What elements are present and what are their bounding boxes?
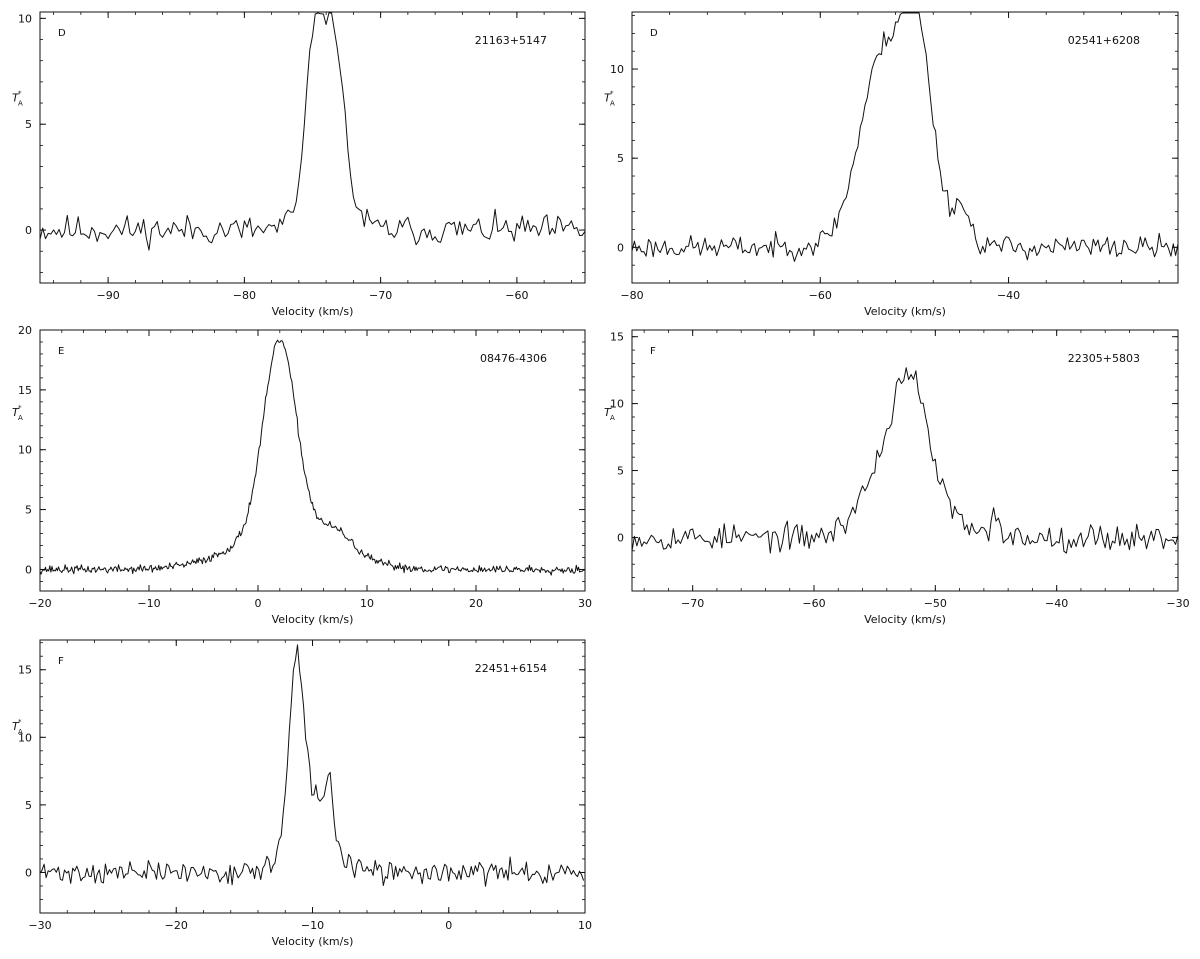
x-tick-label: −60 (802, 597, 825, 610)
y-axis-title: T * A (604, 89, 615, 107)
y-tick-label: 15 (18, 664, 32, 677)
y-tick-label: 5 (25, 118, 32, 131)
y-axis-title: T * A (12, 89, 23, 107)
x-tick-label: 30 (578, 597, 592, 610)
x-tick-label: −60 (809, 289, 832, 302)
y-axis-title-main: T (12, 406, 20, 419)
x-axis-title: Velocity (km/s) (272, 935, 354, 948)
spectrum-line (39, 644, 585, 887)
spectrum-line (631, 367, 1179, 554)
x-axis-title: Velocity (km/s) (864, 305, 946, 318)
spectrum-line (39, 12, 586, 251)
plot-frame (631, 329, 1179, 592)
x-tick-label: −70 (369, 289, 392, 302)
plot-frame (39, 11, 586, 284)
y-tick-label: 0 (25, 563, 32, 576)
x-axis-title: Velocity (km/s) (864, 613, 946, 626)
y-tick-label: 0 (25, 866, 32, 879)
y-tick-label: 10 (18, 444, 32, 457)
y-tick-label: 5 (617, 152, 624, 165)
x-tick-label: 0 (255, 597, 262, 610)
panel-letter: F (650, 346, 656, 357)
x-tick-label: −50 (924, 597, 947, 610)
x-tick-label: −40 (1045, 597, 1068, 610)
x-tick-label: 20 (469, 597, 483, 610)
spectrum-panel: −70 −60 −50 −40 −30 0 5 10 15 Velocity (km/s) T * A F… (604, 329, 1190, 626)
spectrum-panel: −80 −60 −40 0 5 10 Velocity (km/s) T * A D 02541+62… (604, 11, 1179, 318)
y-tick-label: 15 (610, 331, 624, 344)
y-tick-label: 10 (610, 63, 624, 76)
plot-frame (39, 329, 586, 592)
y-axis-title: T * A (12, 404, 23, 422)
spectrum-line (39, 339, 586, 576)
spectrum-panel: −20 −10 0 10 20 30 0 5 10 15 20 Velocity (km/s) T * A E… (12, 324, 592, 626)
x-tick-label: −70 (681, 597, 704, 610)
y-axis-title-sup: * (18, 404, 22, 412)
x-axis-title: Velocity (km/s) (272, 613, 354, 626)
y-axis-title-sup: * (18, 89, 22, 97)
y-tick-label: 5 (25, 799, 32, 812)
x-tick-label: −30 (28, 919, 51, 932)
x-tick-label: −90 (97, 289, 120, 302)
panel-letter: E (58, 346, 64, 357)
y-axis-title-main: T (604, 91, 612, 104)
y-axis-title-sup: * (610, 404, 614, 412)
y-tick-label: 5 (25, 504, 32, 517)
source-name: 02541+6208 (1068, 34, 1140, 47)
x-tick-label: −60 (505, 289, 528, 302)
y-axis-title-main: T (12, 91, 20, 104)
y-tick-label: 10 (18, 731, 32, 744)
source-name: 21163+5147 (475, 34, 547, 47)
y-axis-title: T * A (604, 404, 615, 422)
plot-frame (631, 11, 1179, 284)
plot-frame (39, 639, 586, 914)
x-tick-label: −10 (301, 919, 324, 932)
y-tick-label: 0 (25, 224, 32, 237)
panel-letter: D (58, 28, 66, 39)
x-tick-label: −80 (620, 289, 643, 302)
source-name: 22305+5803 (1068, 352, 1140, 365)
y-tick-label: 10 (610, 398, 624, 411)
spectrum-panel: −90 −80 −70 −60 0 5 10 Velocity (km/s) T * A D 21163… (12, 11, 586, 318)
x-tick-label: −20 (28, 597, 51, 610)
y-tick-label: 0 (617, 241, 624, 254)
y-axis-title-sub: A (18, 414, 23, 422)
panel-letter: D (650, 28, 658, 39)
x-tick-label: −30 (1166, 597, 1189, 610)
panel-letter: F (58, 656, 64, 667)
source-name: 22451+6154 (475, 662, 547, 675)
y-axis-title-sub: A (610, 414, 615, 422)
y-tick-label: 10 (18, 12, 32, 25)
x-tick-label: 10 (360, 597, 374, 610)
y-tick-label: 0 (617, 531, 624, 544)
y-axis-title-main: T (604, 406, 612, 419)
y-axis-title-sup: * (610, 89, 614, 97)
x-tick-label: −10 (137, 597, 160, 610)
x-tick-label: −20 (165, 919, 188, 932)
y-axis-title-main: T (12, 720, 20, 733)
y-axis-title-sub: A (610, 99, 615, 107)
x-axis-title: Velocity (km/s) (272, 305, 354, 318)
x-tick-label: 10 (578, 919, 592, 932)
y-axis-title-sub: A (18, 728, 23, 736)
y-tick-label: 5 (617, 465, 624, 478)
x-tick-label: 0 (445, 919, 452, 932)
source-name: 08476-4306 (480, 352, 547, 365)
x-tick-label: −80 (233, 289, 256, 302)
x-tick-label: −40 (997, 289, 1020, 302)
spectrum-panel: −30 −20 −10 0 10 0 5 10 15 Velocity (km/s) T * A F 224… (12, 639, 592, 948)
y-axis-title: T * A (12, 718, 23, 736)
y-axis-title-sub: A (18, 99, 23, 107)
spectrum-line (631, 12, 1179, 262)
y-tick-label: 15 (18, 384, 32, 397)
y-axis-title-sup: * (18, 718, 22, 726)
y-tick-label: 20 (18, 324, 32, 337)
